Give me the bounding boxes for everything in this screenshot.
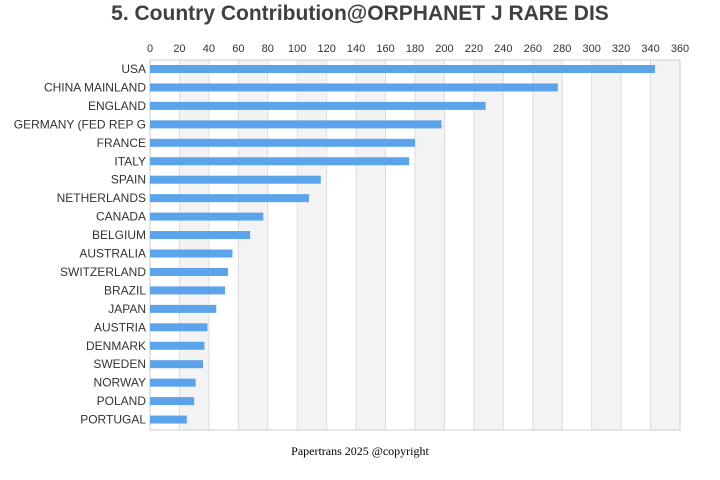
bar-china-mainland: [150, 83, 558, 92]
category-label: CANADA: [96, 210, 146, 224]
bar-japan: [150, 304, 217, 313]
bar-france: [150, 138, 415, 147]
category-label: JAPAN: [108, 302, 146, 316]
category-label: CHINA MAINLAND: [44, 80, 146, 94]
x-tick-label: 280: [553, 43, 571, 55]
x-tick-label: 340: [641, 43, 659, 55]
x-axis-ticks: 0 20 40 60 80 100 120 140 160 180 200 220 240 260 280 3…: [147, 43, 689, 55]
grid-band: [415, 60, 445, 430]
category-label: GERMANY (FED REP G: [14, 117, 146, 131]
bar-brazil: [150, 286, 226, 295]
category-label: BELGIUM: [92, 228, 146, 242]
bar-netherlands: [150, 194, 309, 203]
category-label: DENMARK: [86, 339, 146, 353]
bar-norway: [150, 378, 196, 387]
category-labels: USA CHINA MAINLAND ENGLAND GERMANY (FED REP…: [14, 62, 147, 427]
bar-denmark: [150, 341, 205, 350]
x-tick-label: 240: [494, 43, 512, 55]
bars: [150, 65, 655, 424]
x-tick-label: 20: [173, 43, 185, 55]
bar-canada: [150, 212, 264, 221]
category-label: NORWAY: [94, 376, 146, 390]
x-tick-label: 120: [317, 43, 335, 55]
x-tick-label: 0: [147, 43, 153, 55]
category-label: NETHERLANDS: [57, 191, 146, 205]
x-tick-label: 320: [612, 43, 630, 55]
bar-spain: [150, 175, 321, 184]
grid-band: [473, 60, 504, 430]
x-tick-label: 220: [465, 43, 483, 55]
plot-bands: [179, 60, 680, 430]
bar-belgium: [150, 231, 251, 240]
x-tick-label: 260: [524, 43, 542, 55]
grid-band: [238, 60, 268, 430]
x-tick-label: 160: [376, 43, 394, 55]
category-label: ENGLAND: [88, 99, 146, 113]
gridlines: [149, 60, 681, 430]
x-tick-label: 360: [671, 43, 689, 55]
x-tick-label: 200: [435, 43, 453, 55]
grid-band: [179, 60, 209, 430]
grid-band: [532, 60, 563, 430]
bar-portugal: [150, 415, 187, 424]
x-tick-label: 40: [203, 43, 215, 55]
category-label: AUSTRALIA: [79, 247, 146, 261]
bar-germany-fed-rep-g: [150, 120, 442, 129]
bar-italy: [150, 157, 410, 166]
x-tick-label: 60: [232, 43, 244, 55]
bar-australia: [150, 249, 233, 258]
x-tick-label: 300: [582, 43, 600, 55]
plot-frame: [149, 59, 681, 431]
category-label: AUSTRIA: [94, 320, 146, 334]
grid-band: [650, 60, 680, 430]
category-label: SPAIN: [111, 173, 146, 187]
bar-poland: [150, 397, 195, 406]
bar-austria: [150, 323, 208, 332]
x-tick-label: 180: [406, 43, 424, 55]
x-tick-label: 140: [347, 43, 365, 55]
x-tick-label: 80: [262, 43, 274, 55]
category-label: USA: [121, 62, 146, 76]
bar-switzerland: [150, 267, 229, 276]
category-label: BRAZIL: [104, 283, 146, 297]
category-label: FRANCE: [97, 136, 146, 150]
copyright-footer: Papertrans 2025 @copyright: [291, 444, 429, 458]
category-label: POLAND: [97, 394, 147, 408]
category-label: SWEDEN: [93, 357, 146, 371]
bar-sweden: [150, 360, 203, 369]
grid-band: [356, 60, 386, 430]
bar-usa: [150, 65, 655, 73]
grid-band: [591, 60, 622, 430]
category-label: ITALY: [114, 154, 146, 168]
chart-title: 5. Country Contribution@ORPHANET J RARE …: [111, 2, 609, 25]
x-tick-label: 100: [288, 43, 306, 55]
bar-england: [150, 101, 486, 110]
grid-band: [297, 60, 327, 430]
category-label: PORTUGAL: [80, 413, 146, 427]
category-label: SWITZERLAND: [60, 265, 146, 279]
